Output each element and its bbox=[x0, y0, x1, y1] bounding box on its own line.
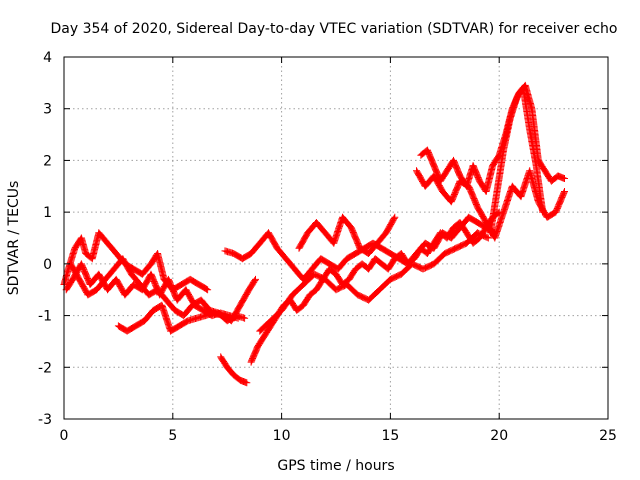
x-tick-label: 0 bbox=[60, 428, 69, 444]
series-track-l bbox=[487, 84, 547, 237]
y-tick-label: -2 bbox=[38, 360, 52, 376]
x-tick-label: 5 bbox=[168, 428, 177, 444]
axis-ticks bbox=[63, 56, 609, 420]
y-tick-label: 1 bbox=[43, 205, 52, 221]
y-tick-label: -3 bbox=[38, 412, 52, 428]
point-marks bbox=[487, 84, 547, 237]
grid bbox=[64, 57, 608, 419]
y-axis-label: SDTVAR / TECUs bbox=[6, 181, 22, 296]
x-tick-labels: 0 5 10 15 20 25 bbox=[60, 428, 617, 444]
y-tick-label: 2 bbox=[43, 153, 52, 169]
point-marks bbox=[114, 275, 259, 335]
x-tick-label: 20 bbox=[490, 428, 508, 444]
x-tick-label: 25 bbox=[599, 428, 617, 444]
x-tick-label: 10 bbox=[273, 428, 291, 444]
point-marks bbox=[247, 208, 503, 366]
point-marks bbox=[295, 213, 399, 257]
point-marks bbox=[217, 353, 251, 387]
x-tick-label: 15 bbox=[381, 428, 399, 444]
y-tick-label: 0 bbox=[43, 257, 52, 273]
point-marks bbox=[417, 81, 568, 195]
series-track-j bbox=[417, 81, 568, 195]
y-tick-labels: -3 -2 -1 0 1 2 3 4 bbox=[38, 50, 52, 428]
data-points bbox=[60, 81, 568, 387]
y-tick-label: 3 bbox=[43, 102, 52, 118]
series-track-d bbox=[114, 275, 259, 335]
y-tick-label: 4 bbox=[43, 50, 52, 66]
x-axis-label: GPS time / hours bbox=[277, 458, 394, 474]
chart-title: Day 354 of 2020, Sidereal Day-to-day VTE… bbox=[51, 21, 618, 37]
series-track-h bbox=[256, 229, 492, 335]
point-marks bbox=[256, 229, 492, 335]
series-track-g bbox=[247, 208, 503, 366]
series-track-e bbox=[217, 353, 251, 387]
y-tick-label: -1 bbox=[38, 309, 52, 325]
series-track-i bbox=[295, 213, 399, 257]
plot-frame bbox=[63, 56, 609, 420]
